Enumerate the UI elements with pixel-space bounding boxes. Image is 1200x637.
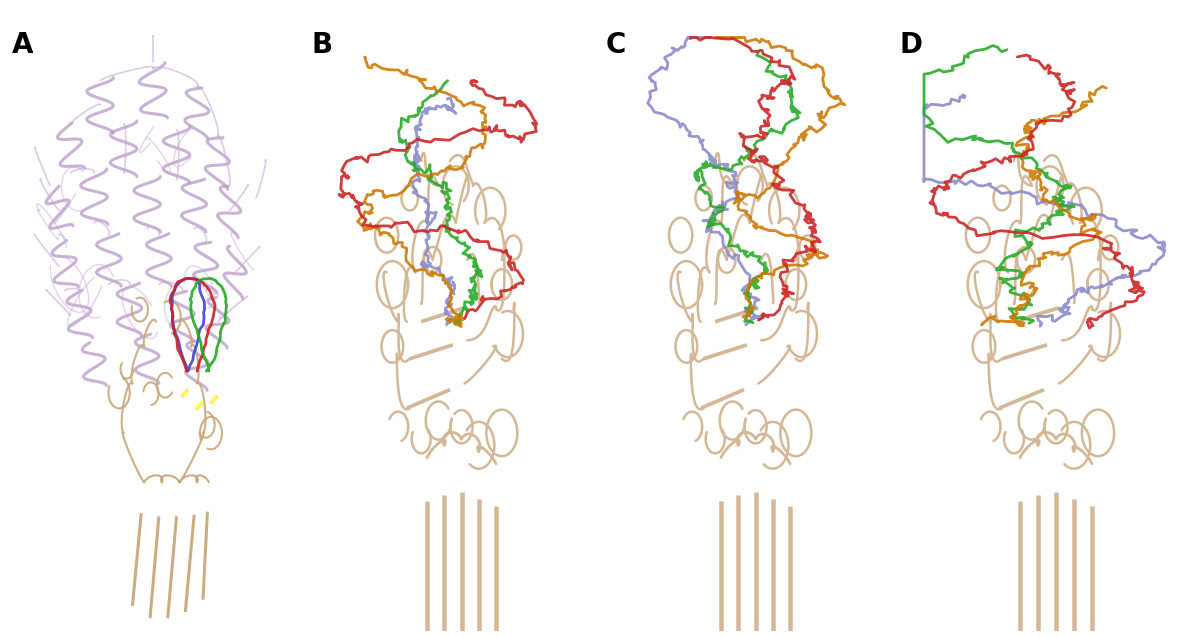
Text: D: D xyxy=(900,31,923,59)
Text: B: B xyxy=(312,31,332,59)
Text: C: C xyxy=(606,31,626,59)
Text: A: A xyxy=(12,31,34,59)
